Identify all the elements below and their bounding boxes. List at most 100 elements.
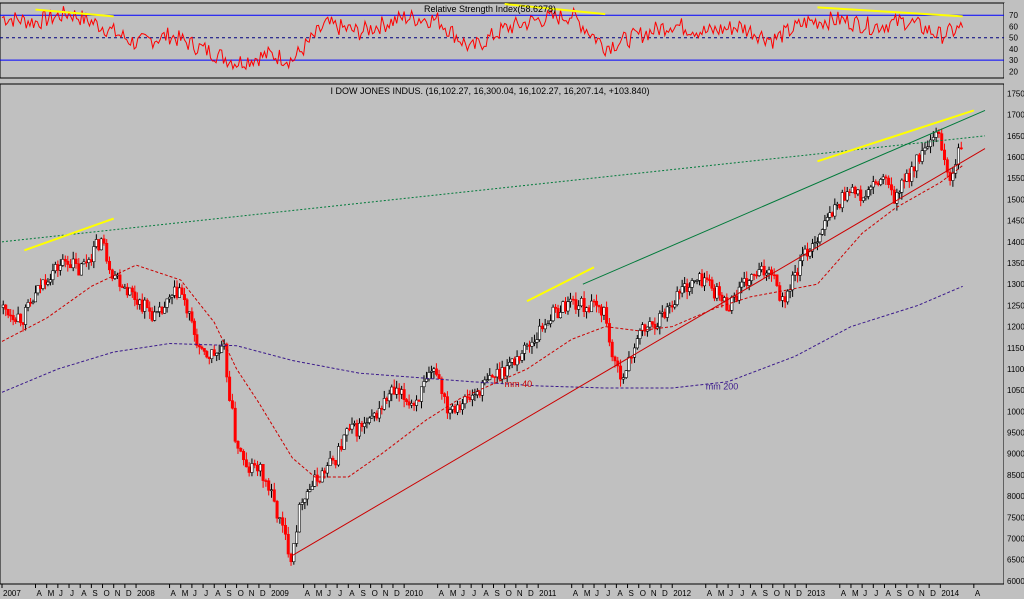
candle-body [94,239,98,247]
price-y-tick-label: 13000 [1007,280,1024,289]
candle-body [463,396,467,405]
candle-body [574,299,578,310]
candle-body [87,259,91,263]
candle-body [258,464,262,472]
candle-body [407,401,411,406]
candle-body [815,241,819,244]
price-y-tick-label: 9500 [1007,429,1024,438]
candle-body [247,466,251,473]
price-y-tick-label: 17500 [1007,89,1024,98]
x-tick-label: M [182,589,189,598]
x-tick-label: D [528,589,534,598]
candle-body [488,375,492,380]
candle-body [638,330,642,339]
candle-body [801,253,805,262]
candle-body [683,283,687,287]
candle-body [810,243,814,252]
candle-body [710,279,714,289]
candle-body [123,286,127,289]
candle-body [715,286,719,299]
candle-body [99,238,103,251]
candle-body [693,280,697,282]
candle-body [760,265,764,270]
candle-body [745,278,749,286]
candle-body [599,306,603,316]
candle-body [256,464,260,472]
x-tick-label: A [439,589,445,598]
candle-body [495,368,499,378]
price-y-tick-label: 10500 [1007,386,1024,395]
candle-body [177,287,181,298]
candle-body [334,459,338,466]
candle-body [278,517,282,519]
candle-body [658,313,662,328]
candle-body [660,311,664,314]
candle-body [397,387,401,395]
candle-body [956,147,960,165]
candle-body [31,301,35,304]
candle-body [775,274,779,286]
mm200-label: mm 200 [706,381,739,391]
candle-body [577,305,581,310]
candle-body [538,325,542,340]
x-tick-label: S [629,589,634,598]
candle-body [68,264,72,269]
x-tick-label: 2011 [539,589,557,598]
candle-body [887,177,891,185]
candle-body [185,299,189,314]
candle-body [621,377,625,380]
candle-body [297,504,301,533]
candle-body [63,258,67,262]
candle-body [843,192,847,201]
x-tick-label: O [238,589,244,598]
candle-body [163,307,167,314]
candle-body [402,389,406,400]
candle-body [24,307,28,325]
candle-body [269,489,273,492]
candle-body [742,278,746,283]
x-tick-label: A [841,589,847,598]
x-tick-label: D [126,589,132,598]
candle-body [559,312,563,319]
candle-body [876,182,880,185]
candle-body [115,274,119,277]
x-tick-label: J [338,589,342,598]
candle-body [58,265,62,271]
candle-body [4,304,8,310]
candle-body [513,358,517,366]
candle-body [750,274,754,281]
x-tick-label: 2010 [405,589,423,598]
price-y-tick-label: 14000 [1007,238,1024,247]
candle-body [451,405,455,410]
candle-body [46,281,50,285]
candle-body [244,459,248,468]
candle-body [948,171,952,181]
candle-body [125,286,129,296]
candle-body [29,302,33,304]
x-tick-label: J [729,589,733,598]
candle-body [796,272,800,276]
x-tick-label: J [740,589,744,598]
rsi-y-tick-label: 60 [1009,22,1018,31]
candle-body [377,408,381,419]
candle-body [6,309,10,316]
candle-body [470,394,474,400]
candle-body [493,376,497,378]
candle-body [685,283,689,292]
candle-body [308,489,312,492]
x-tick-label: N [785,589,791,598]
candle-body [740,281,744,288]
candle-body [217,352,221,354]
candle-body [135,299,139,305]
x-tick-label: J [595,589,599,598]
x-tick-label: A [573,589,579,598]
candle-body [791,274,795,291]
candle-body [582,298,586,312]
candle-body [510,358,514,363]
candle-body [624,370,628,378]
rsi-y-tick-label: 20 [1009,67,1018,76]
candle-body [202,348,206,352]
candle-body [195,334,199,346]
x-tick-label: A [81,589,87,598]
candle-body [150,311,154,321]
